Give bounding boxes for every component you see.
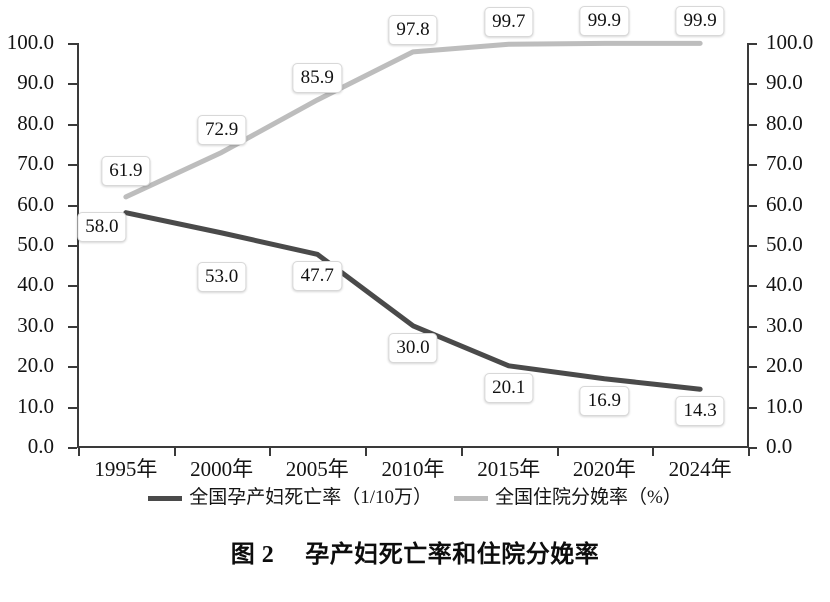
caption-text: 孕产妇死亡率和住院分娩率	[305, 542, 600, 568]
y-axis-left-tick	[68, 245, 77, 247]
y-axis-left-tick	[68, 285, 77, 288]
y-axis-left-label: 0.0	[27, 434, 54, 458]
y-axis-left-tick	[68, 123, 77, 126]
x-axis-tick	[460, 447, 463, 456]
y-axis-right-tick	[748, 325, 757, 328]
x-axis-line	[77, 446, 748, 448]
y-axis-right-tick	[748, 123, 757, 126]
y-axis-left-tick	[68, 204, 77, 207]
x-axis-tick	[269, 447, 272, 456]
y-axis-right-tick	[748, 204, 757, 207]
y-axis-right-label: 30.0	[766, 312, 803, 337]
series-lines	[123, 40, 703, 392]
y-axis-left-tick	[68, 83, 77, 86]
legend-line-icon	[148, 495, 183, 501]
y-axis-left-label: 80.0	[17, 110, 54, 135]
y-axis-right-label: 20.0	[766, 353, 803, 378]
y-axis-left-tick	[68, 325, 77, 328]
data-label: 97.8	[388, 14, 438, 45]
y-axis-left-label: 40.0	[17, 272, 54, 297]
data-label: 61.9	[101, 155, 151, 186]
x-axis-tick	[556, 447, 559, 456]
y-axis-right-tick	[748, 43, 757, 45]
y-axis-right-label: 80.0	[766, 110, 803, 135]
y-axis-right-tick	[748, 164, 757, 167]
y-axis-right-label: 50.0	[766, 232, 803, 256]
y-axis-right-label: 0.0	[766, 434, 793, 458]
x-axis-label: 2000年	[190, 457, 254, 481]
x-axis-label: 2010年	[381, 457, 445, 481]
data-label: 53.0	[196, 261, 247, 292]
data-label: 47.7	[292, 261, 342, 292]
x-axis-label: 2015年	[477, 457, 541, 481]
data-label: 99.7	[484, 7, 534, 38]
x-axis-tick	[78, 447, 80, 456]
data-label: 58.0	[77, 211, 127, 242]
y-axis-right-label: 10.0	[766, 393, 803, 418]
legend-label: 全国住院分娩率（%）	[494, 487, 682, 508]
y-axis-right-label: 70.0	[766, 151, 803, 176]
series-line	[123, 40, 703, 200]
x-axis-label: 2024年	[668, 457, 732, 481]
legend-item[interactable]: 全国孕产妇死亡率（1/10万）	[148, 487, 432, 509]
x-axis-tick	[652, 447, 655, 456]
y-axis-right-tick	[748, 447, 757, 449]
data-label: 85.9	[292, 62, 342, 93]
data-label: 16.9	[579, 385, 630, 416]
legend-line-icon	[453, 495, 488, 501]
chart-legend: 全国孕产妇死亡率（1/10万） 全国住院分娩率（%）	[0, 487, 830, 509]
data-label: 99.9	[579, 6, 630, 37]
data-label: 72.9	[196, 115, 247, 146]
y-axis-left-label: 20.0	[17, 353, 54, 378]
y-axis-left-label: 10.0	[17, 393, 54, 418]
data-label: 14.3	[675, 396, 725, 427]
y-axis-left-label: 100.0	[6, 30, 54, 54]
x-axis-tick	[365, 447, 368, 456]
y-axis-left-tick	[68, 406, 77, 409]
series-line	[123, 210, 703, 392]
y-axis-right-label: 60.0	[766, 191, 803, 216]
legend-label: 全国孕产妇死亡率（1/10万）	[189, 487, 432, 508]
y-axis-right-tick	[748, 83, 757, 86]
y-axis-right-tick	[748, 366, 757, 369]
x-axis-label: 2005年	[285, 457, 349, 481]
y-axis-right-tick	[748, 245, 757, 247]
figure-caption: 图 2 孕产妇死亡率和住院分娩率	[0, 540, 830, 570]
y-axis-right-label: 40.0	[766, 272, 803, 297]
y-axis-right-label: 90.0	[766, 70, 803, 95]
y-axis-left-label: 50.0	[17, 232, 54, 256]
data-label: 30.0	[388, 332, 438, 363]
y-axis-right-label: 100.0	[766, 30, 814, 54]
caption-prefix: 图 2	[230, 542, 275, 568]
plot-area: 100.0 90.0 80.0 70.0 60.0 50.0 40.0 30.0 20.0 10.…	[7, 6, 813, 481]
y-axis-left-label: 30.0	[17, 312, 54, 337]
x-axis-tick	[748, 447, 750, 456]
x-axis-tick	[173, 447, 176, 456]
x-axis-label: 1995年	[94, 457, 158, 481]
y-axis-right-tick	[748, 285, 757, 288]
y-axis-left-tick	[68, 366, 77, 369]
y-axis-left-tick	[68, 43, 77, 45]
y-axis-left-tick	[68, 164, 77, 167]
data-label: 99.9	[675, 6, 725, 37]
legend-item[interactable]: 全国住院分娩率（%）	[453, 487, 682, 509]
y-axis-left-label: 70.0	[17, 151, 54, 176]
y-axis-left-line	[77, 43, 79, 447]
y-axis-left-label: 90.0	[17, 70, 54, 95]
x-axis-label: 2020年	[572, 457, 636, 481]
y-axis-right-tick	[748, 406, 757, 409]
data-label: 20.1	[484, 372, 534, 403]
y-axis-left-tick	[68, 447, 77, 449]
y-axis-left-label: 60.0	[17, 191, 54, 216]
